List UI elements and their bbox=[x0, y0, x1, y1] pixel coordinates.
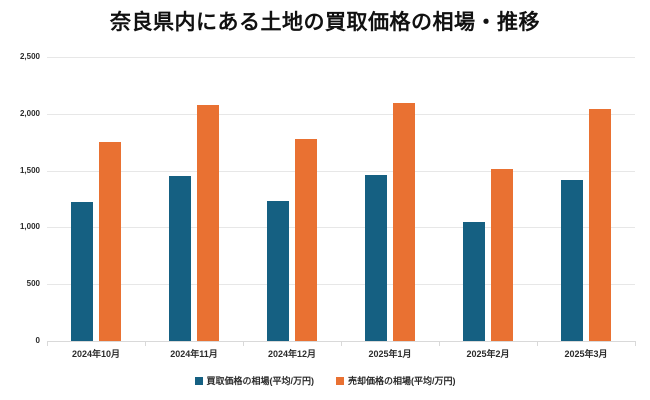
x-axis-tick bbox=[341, 341, 342, 346]
bar bbox=[393, 103, 415, 341]
bar-group bbox=[243, 57, 341, 341]
bar-groups bbox=[47, 57, 635, 341]
bar bbox=[267, 200, 289, 341]
bar-group bbox=[341, 57, 439, 341]
bar bbox=[295, 139, 317, 341]
x-axis-tick bbox=[243, 341, 244, 346]
y-axis-tick-label: 1,500 bbox=[19, 166, 40, 175]
bar bbox=[561, 179, 583, 341]
bar bbox=[365, 175, 387, 341]
x-axis-tick bbox=[47, 341, 48, 346]
bar bbox=[197, 105, 219, 341]
y-axis-tick-label: 2,500 bbox=[19, 52, 40, 61]
gridline bbox=[47, 57, 635, 58]
x-axis-label: 2025年2月 bbox=[466, 349, 510, 359]
gridline bbox=[47, 170, 635, 172]
bar bbox=[169, 175, 191, 341]
chart-legend: 買取価格の相場(平均/万円) 売却価格の相場(平均/万円) bbox=[0, 374, 650, 387]
y-axis-tick-label: 2,000 bbox=[19, 109, 40, 118]
x-axis-tick bbox=[145, 341, 146, 346]
legend-label: 買取価格の相場(平均/万円) bbox=[206, 376, 315, 386]
x-axis-label: 2025年1月 bbox=[368, 349, 412, 359]
plot-area bbox=[47, 57, 635, 342]
x-axis-label: 2024年11月 bbox=[170, 349, 218, 359]
gridline bbox=[47, 284, 635, 286]
bar-group bbox=[47, 57, 145, 341]
x-axis-label: 2024年12月 bbox=[267, 349, 317, 359]
legend-swatch-buy bbox=[194, 376, 203, 385]
x-axis-labels: 2024年10月 2024年11月 2024年12月 2025年1月 2025年… bbox=[47, 347, 635, 360]
bar bbox=[71, 201, 93, 341]
bar-group bbox=[439, 57, 537, 341]
chart-title: 奈良県内にある土地の買取価格の相場・推移 bbox=[110, 11, 540, 34]
x-axis-tick bbox=[537, 341, 538, 346]
bar bbox=[491, 169, 513, 341]
gridline bbox=[47, 113, 635, 115]
bar-group bbox=[537, 57, 635, 341]
bar bbox=[99, 142, 121, 341]
bar-group bbox=[145, 57, 243, 341]
bar bbox=[463, 221, 485, 341]
legend-item-buy: 買取価格の相場(平均/万円) bbox=[194, 374, 315, 387]
legend-item-sell: 売却価格の相場(平均/万円) bbox=[336, 374, 456, 387]
x-axis-label: 2025年3月 bbox=[564, 349, 608, 359]
x-axis-label: 2024年10月 bbox=[71, 349, 121, 359]
x-axis-tick bbox=[439, 341, 440, 346]
y-axis-tick-label: 1,000 bbox=[19, 222, 40, 231]
x-axis-tick bbox=[635, 341, 636, 346]
bar bbox=[589, 109, 611, 341]
legend-swatch-sell bbox=[336, 376, 344, 385]
gridline bbox=[47, 227, 635, 229]
y-axis-tick-label: 0 bbox=[35, 336, 40, 345]
legend-label: 売却価格の相場(平均/万円) bbox=[348, 376, 456, 386]
y-axis-tick-label: 500 bbox=[26, 279, 40, 288]
